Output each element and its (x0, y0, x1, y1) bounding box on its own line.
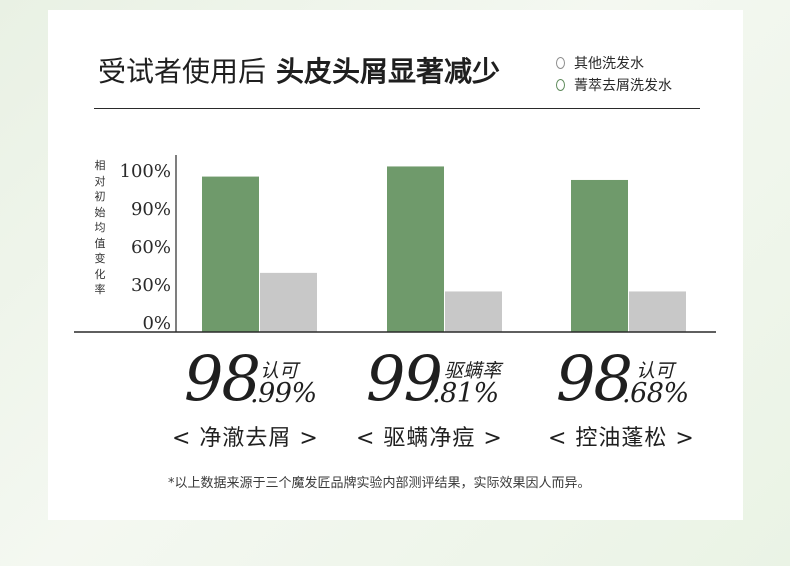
stat-big-number: 98 (184, 342, 261, 415)
page-title: 受试者使用后 头皮头屑显著减少 (98, 50, 500, 90)
y-tick-label: 100% (120, 161, 171, 182)
legend-item-other: 其他洗发水 (556, 52, 672, 74)
bar-product-1 (202, 176, 259, 332)
stat-big-number: 99 (366, 342, 443, 415)
bar-other-3 (629, 291, 686, 332)
stat-tag: 认可 (636, 360, 675, 382)
title-strong: 头皮头屑显著减少 (276, 55, 501, 88)
bar-other-2 (445, 291, 502, 332)
legend-label-product: 菁萃去屑洗发水 (574, 78, 672, 94)
legend-green-marker (556, 79, 565, 91)
legend-label-other: 其他洗发水 (574, 56, 644, 72)
stat-decimal: .68% (622, 378, 689, 409)
y-axis-label: 相对初始均值变化率 (94, 159, 106, 296)
footnote: *以上数据来源于三个魔发匠品牌实验内部测评结果，实际效果因人而异。 (168, 476, 591, 491)
stat-decimal: .81% (432, 378, 499, 409)
y-tick-label: 90% (131, 199, 171, 220)
bar-product-3 (571, 179, 628, 332)
title-normal: 受试者使用后 (98, 55, 267, 88)
y-tick-label: 60% (131, 237, 171, 258)
stat-tag: 认可 (260, 360, 299, 382)
stat-tag: 驱螨率 (444, 360, 502, 382)
title-divider (94, 108, 700, 109)
content-card: 受试者使用后 头皮头屑显著减少 其他洗发水 菁萃去屑洗发水 相对初始均值变化率 1… (48, 10, 743, 520)
stat-big-number: 98 (556, 342, 633, 415)
stat-caption: < 净澈去屑 > (172, 426, 319, 451)
stat-decimal: .99% (250, 378, 317, 409)
legend-gray-marker (556, 57, 565, 69)
y-tick-label: 0% (142, 313, 171, 334)
y-tick-label: 30% (131, 275, 171, 296)
chart-legend: 其他洗发水 菁萃去屑洗发水 (556, 52, 672, 96)
legend-item-product: 菁萃去屑洗发水 (556, 74, 672, 96)
bar-product-2 (387, 166, 444, 332)
bar-chart: 100% 90% 60% 30% 0% (74, 155, 716, 334)
bar-other-1 (260, 272, 317, 332)
stat-caption: < 驱螨净痘 > (356, 426, 503, 451)
stat-caption: < 控油蓬松 > (548, 426, 695, 451)
